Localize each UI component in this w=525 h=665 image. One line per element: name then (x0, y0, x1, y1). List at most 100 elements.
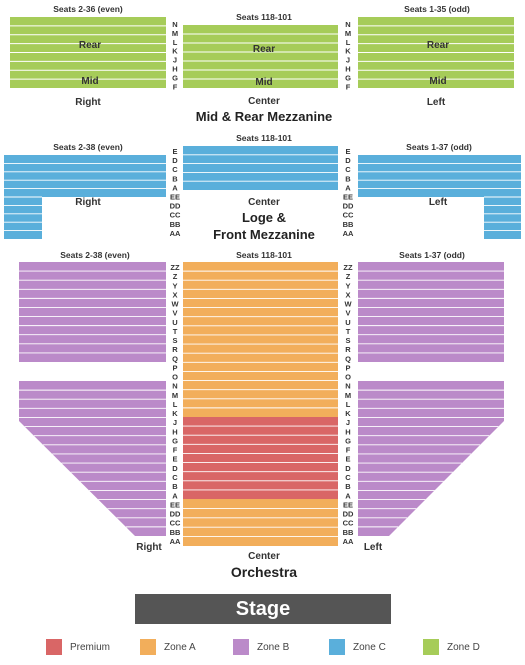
orchestra-row-label-r-g: G (345, 436, 351, 445)
orchestra-row-label-r-p: P (345, 363, 350, 372)
loge-center-block-fill (183, 146, 338, 190)
loge-seats-center-label: Seats 118-101 (236, 133, 292, 143)
legend-swatch-zone-b (233, 639, 249, 655)
mid-rear-row-label-r-k: K (345, 47, 351, 56)
loge-seats-left-label: Seats 1-37 (odd) (406, 142, 472, 152)
loge-row-label-l-bb: BB (170, 220, 181, 229)
mid-rear-row-label-r-l: L (346, 38, 351, 47)
rear-label-left-side: Rear (427, 40, 449, 51)
mid-rear-mezzanine-title: Mid & Rear Mezzanine (196, 109, 333, 124)
loge-row-label-r-a: A (345, 183, 351, 192)
legend-swatch-premium (46, 639, 62, 655)
loge-row-label-r-c: C (345, 165, 351, 174)
legend-item-premium: Premium (46, 638, 110, 656)
orchestra-row-label-l-l: L (173, 400, 178, 409)
orchestra-row-label-l-cc: CC (170, 519, 181, 528)
orchestra-row-label-r-l: L (346, 400, 351, 409)
mid-rear-seats-center-label: Seats 118-101 (236, 12, 292, 22)
orchestra-row-label-r-cc: CC (343, 519, 354, 528)
legend-label-premium: Premium (70, 641, 111, 653)
mid-rear-row-label-r-h: H (345, 65, 350, 74)
loge-right-side-block (4, 155, 166, 239)
mid-rear-row-label-l-m: M (172, 29, 178, 38)
legend-item-zone-c: Zone C (329, 638, 386, 656)
orchestra-row-label-l-a: A (172, 491, 178, 500)
orchestra-left-lower-block (358, 381, 504, 536)
orchestra-row-label-l-dd: DD (170, 510, 181, 519)
orchestra-seats-left-label: Seats 1-37 (odd) (399, 250, 465, 260)
mid-label-center: Mid (255, 77, 272, 88)
mid-rear-row-label-r-m: M (345, 29, 351, 38)
orchestra-row-label-r-q: Q (345, 354, 351, 363)
orchestra-row-label-l-n: N (172, 382, 177, 391)
loge-left-side-block (358, 155, 521, 239)
loge-side-right: Right (75, 197, 101, 208)
orchestra-seats-center-label: Seats 118-101 (236, 250, 292, 260)
mid-rear-side-right: Right (75, 97, 101, 108)
mid-rear-row-label-l-j: J (173, 56, 177, 65)
loge-row-label-l-b: B (172, 174, 178, 183)
orchestra-row-label-l-m: M (172, 391, 178, 400)
orchestra-left-upper-block-fill (358, 262, 504, 362)
orchestra-row-label-l-o: O (172, 373, 178, 382)
orchestra-row-label-l-s: S (172, 336, 177, 345)
orchestra-side-left: Left (364, 542, 383, 553)
mid-rear-row-label-l-h: H (172, 65, 177, 74)
orchestra-row-label-r-w: W (344, 300, 352, 309)
orchestra-row-label-r-y: Y (345, 281, 350, 290)
orchestra-row-label-r-m: M (345, 391, 351, 400)
orchestra-row-label-r-x: X (345, 290, 350, 299)
orchestra-right-upper-block-fill (19, 262, 166, 362)
orchestra-row-label-r-dd: DD (343, 510, 354, 519)
rear-label-center: Rear (253, 44, 275, 55)
mid-rear-row-label-r-n: N (345, 20, 350, 29)
orchestra-row-label-r-v: V (345, 309, 350, 318)
loge-row-label-l-a: A (172, 183, 178, 192)
legend-swatch-zone-c (329, 639, 345, 655)
legend-label-zone-b: Zone B (257, 641, 290, 653)
orchestra-row-label-r-j: J (346, 418, 350, 427)
mid-rear-side-left: Left (427, 97, 446, 108)
legend-label-zone-d: Zone D (447, 641, 480, 653)
legend-label-zone-c: Zone C (353, 641, 386, 653)
loge-row-label-l-cc: CC (170, 211, 181, 220)
loge-center-block (183, 146, 338, 190)
orchestra-row-label-r-t: T (346, 327, 351, 336)
loge-row-label-r-cc: CC (343, 211, 354, 220)
loge-side-left: Left (429, 197, 448, 208)
orchestra-row-label-l-w: W (171, 300, 179, 309)
orchestra-row-label-r-h: H (345, 427, 350, 436)
orchestra-left-upper-block (358, 262, 504, 362)
mid-rear-row-label-l-k: K (172, 47, 178, 56)
loge-row-label-l-dd: DD (170, 202, 181, 211)
orchestra-row-label-r-z: Z (346, 272, 351, 281)
loge-front-mezzanine-section: Seats 2-38 (even) Seats 118-101 Seats 1-… (4, 133, 521, 242)
legend-swatch-zone-d (423, 639, 439, 655)
rear-label-right-side: Rear (79, 40, 101, 51)
legend-item-zone-d: Zone D (423, 638, 480, 656)
orchestra-row-label-r-zz: ZZ (343, 263, 353, 272)
loge-row-label-r-ee: EE (343, 193, 353, 202)
orchestra-row-label-r-c: C (345, 473, 351, 482)
orchestra-row-label-r-r: R (345, 345, 351, 354)
orchestra-row-label-r-o: O (345, 373, 351, 382)
legend: Premium Zone A Zone B Zone C Zone D (0, 638, 525, 656)
mid-rear-left-side-block (358, 17, 514, 88)
orchestra-center-zone-a-upper-fill (183, 262, 338, 417)
orchestra-row-label-l-j: J (173, 418, 177, 427)
orchestra-premium-block-fill (183, 417, 338, 499)
orchestra-row-label-l-g: G (172, 436, 178, 445)
loge-row-label-l-c: C (172, 165, 178, 174)
mid-rear-side-center: Center (248, 96, 280, 107)
orchestra-left-lower-block-fill (358, 381, 504, 536)
orchestra-center-zone-a-upper (183, 262, 338, 417)
orchestra-row-label-r-bb: BB (343, 528, 354, 537)
orchestra-row-label-l-t: T (173, 327, 178, 336)
mid-rear-mezzanine-section: Seats 2-36 (even) Seats 118-101 Seats 1-… (10, 4, 514, 124)
loge-row-label-r-d: D (345, 156, 351, 165)
orchestra-row-label-l-aa: AA (170, 537, 181, 546)
mid-rear-row-label-r-f: F (346, 82, 351, 91)
stage: Stage (135, 594, 391, 624)
orchestra-row-label-r-f: F (346, 446, 351, 455)
